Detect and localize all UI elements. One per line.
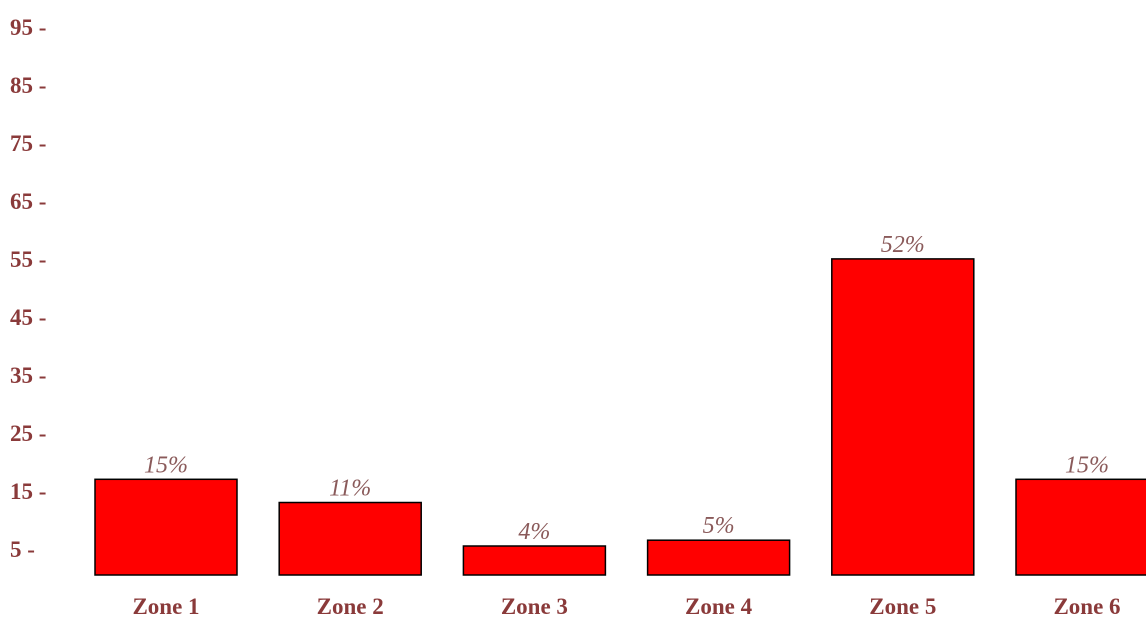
data-label: 11% [329, 476, 371, 502]
y-tick-label: 5 - [10, 537, 35, 562]
y-tick-label: 55 - [10, 247, 46, 272]
data-labels-group: 15% 11% 4% 5% 52% 15% [144, 232, 1109, 545]
data-label: 15% [1065, 452, 1109, 478]
x-tick-label: Zone 2 [317, 594, 384, 617]
x-tick-label: Zone 4 [685, 594, 753, 617]
x-axis: Zone 1 Zone 2 Zone 3 Zone 4 Zone 5 Zone 6 [132, 594, 1120, 617]
bar [94, 478, 238, 576]
y-tick-label: 25 - [10, 421, 46, 446]
y-tick-label: 15 - [10, 479, 46, 504]
data-label: 4% [518, 519, 550, 545]
x-tick-label: Zone 5 [869, 594, 936, 617]
bars-group [94, 258, 1146, 576]
y-tick-label: 35 - [10, 363, 46, 388]
x-tick-label: Zone 1 [132, 594, 199, 617]
data-label: 52% [881, 232, 925, 258]
bar [831, 258, 975, 576]
data-label: 15% [144, 452, 188, 478]
y-tick-label: 45 - [10, 305, 46, 330]
y-tick-label: 95 - [10, 15, 46, 40]
y-tick-label: 65 - [10, 189, 46, 214]
bar [278, 501, 422, 576]
data-label: 5% [703, 513, 735, 539]
bar [462, 545, 607, 576]
y-axis: 95 - 85 - 75 - 65 - 55 - 45 - 35 - 25 - 15 - 5 - [10, 15, 46, 562]
y-tick-label: 85 - [10, 73, 46, 98]
y-tick-label: 75 - [10, 131, 46, 156]
bar [1015, 478, 1146, 576]
x-tick-label: Zone 3 [501, 594, 568, 617]
x-tick-label: Zone 6 [1053, 594, 1120, 617]
bar [646, 539, 791, 576]
